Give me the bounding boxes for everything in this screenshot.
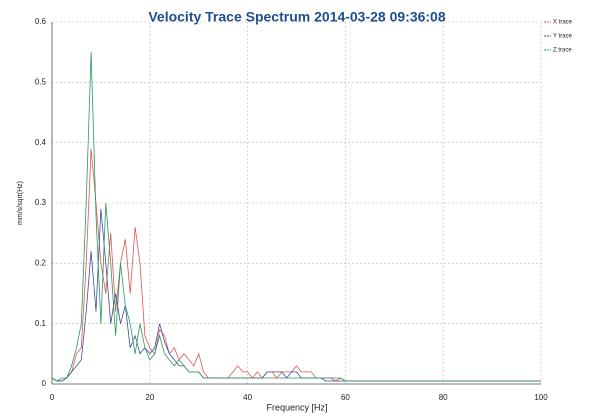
y-tick-label: 0.2 [35,258,47,267]
y-axis-label: mm/s/sqrt(Hz) [17,181,24,225]
x-tick-label: 0 [50,393,55,402]
x-tick-label: 100 [534,393,548,402]
legend-label: X trace [553,20,573,26]
y-tick-label: 0.6 [35,17,47,26]
x-tick-label: 20 [145,393,154,402]
y-tick-label: 0.5 [35,77,47,86]
line-series [51,52,541,382]
x-tick-label: 60 [341,393,350,402]
legend-label: Y trace [553,34,573,40]
x-tick-label: 80 [439,393,448,402]
legend-label: Z trace [553,48,572,54]
y-tick-label: 0.3 [35,198,47,207]
chart-title: Velocity Trace Spectrum 2014-03-28 09:36… [148,9,446,25]
x-axis-label: Frequency [Hz] [266,402,327,412]
y-tick-label: 0 [42,379,47,388]
x-tick-label: 40 [243,393,252,402]
y-tick-label: 0.1 [35,319,47,328]
y-tick-label: 0.4 [35,138,47,147]
